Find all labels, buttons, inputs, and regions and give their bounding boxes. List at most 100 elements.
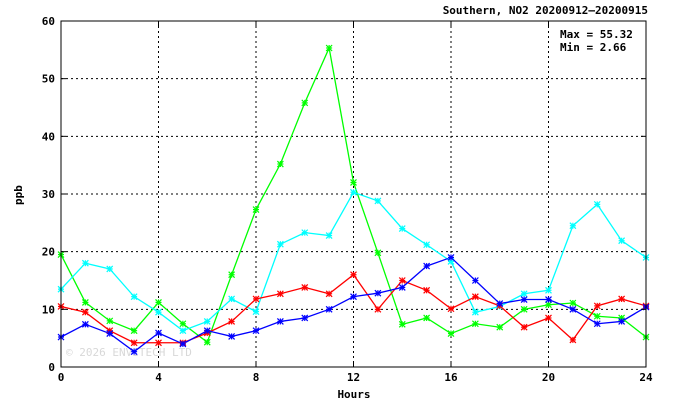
data-point: [593, 320, 601, 328]
data-point: [545, 301, 552, 309]
data-point: [398, 283, 406, 291]
data-point: [179, 340, 187, 348]
data-point: [276, 240, 284, 248]
data-point: [593, 312, 601, 320]
data-point: [81, 259, 89, 267]
data-point: [130, 327, 138, 335]
data-point: [520, 323, 528, 331]
data-point: [155, 339, 162, 347]
data-point: [106, 330, 114, 337]
data-point: [228, 295, 236, 303]
y-tick-label: 40: [42, 130, 55, 143]
data-point: [471, 320, 479, 328]
y-tick-label: 50: [42, 73, 55, 86]
data-point: [301, 229, 309, 237]
data-point: [155, 308, 162, 316]
max-stat: Max = 55.32: [560, 28, 633, 41]
data-point: [252, 295, 260, 303]
data-point: [520, 305, 528, 313]
data-point: [447, 254, 455, 261]
x-tick-label: 8: [253, 371, 260, 384]
y-tick-label: 20: [42, 246, 55, 259]
data-point: [252, 206, 260, 213]
data-point: [496, 323, 504, 331]
x-tick-label: 16: [444, 371, 458, 384]
data-point: [569, 305, 577, 313]
data-point: [81, 308, 89, 316]
chart-title: Southern, NO2 20200912–20200915: [443, 4, 648, 17]
data-point: [618, 318, 626, 325]
data-point: [374, 197, 382, 205]
y-tick-label: 30: [42, 188, 55, 201]
data-point: [350, 179, 357, 186]
data-point: [301, 283, 309, 291]
data-point: [423, 262, 431, 270]
data-point: [471, 293, 479, 301]
data-point: [325, 305, 333, 313]
data-point: [252, 327, 260, 335]
y-axis-title: ppb: [12, 185, 25, 205]
data-point: [325, 232, 333, 239]
data-point: [423, 241, 431, 249]
data-point: [325, 44, 333, 52]
data-point: [496, 300, 504, 307]
x-axis-title: Hours: [337, 388, 370, 401]
data-point: [618, 295, 626, 303]
data-point: [81, 298, 89, 306]
data-point: [569, 222, 577, 230]
data-point: [276, 160, 284, 168]
data-point: [398, 320, 406, 328]
data-point: [374, 249, 382, 257]
data-point: [203, 327, 211, 335]
data-point: [203, 338, 211, 346]
data-point: [203, 318, 211, 325]
x-tick-label: 12: [347, 371, 360, 384]
series-group: [57, 44, 650, 356]
y-tick-label: 10: [42, 303, 55, 316]
data-point: [447, 330, 455, 337]
y-tick-label: 60: [42, 15, 55, 28]
data-point: [301, 314, 309, 322]
copyright-watermark: © 2026 ENVITECH LTD: [66, 346, 192, 359]
data-point: [447, 305, 455, 313]
data-point: [545, 296, 552, 303]
data-point: [593, 302, 601, 310]
x-tick-label: 24: [639, 371, 653, 384]
data-point: [325, 290, 333, 298]
data-point: [276, 290, 284, 298]
data-point: [593, 200, 601, 208]
data-point: [179, 320, 187, 328]
data-point: [398, 225, 406, 233]
x-tick-label: 20: [542, 371, 555, 384]
data-point: [569, 299, 577, 307]
data-point: [228, 333, 236, 340]
data-point: [228, 271, 236, 279]
data-point: [155, 329, 162, 337]
data-point: [301, 99, 309, 107]
data-point: [350, 188, 357, 196]
data-point: [130, 348, 138, 356]
data-point: [423, 286, 431, 294]
data-point: [130, 293, 138, 301]
data-point: [276, 318, 284, 325]
data-point: [471, 277, 479, 284]
x-tick-label: 4: [155, 371, 162, 384]
data-point: [155, 298, 162, 306]
data-point: [81, 320, 89, 328]
data-point: [350, 271, 357, 279]
axes: 0 4 8 12 16 20 24 0 10 20 30 40 50 60: [42, 15, 653, 384]
x-tick-label: 0: [58, 371, 65, 384]
data-point: [179, 327, 187, 335]
min-stat: Min = 2.66: [560, 41, 627, 54]
data-point: [398, 277, 406, 284]
data-point: [618, 237, 626, 245]
data-point: [423, 314, 431, 322]
data-point: [545, 286, 552, 294]
data-point: [520, 296, 528, 303]
data-point: [130, 339, 138, 347]
data-point: [106, 265, 114, 273]
data-point: [350, 293, 357, 301]
data-point: [106, 317, 114, 325]
data-point: [374, 305, 382, 313]
